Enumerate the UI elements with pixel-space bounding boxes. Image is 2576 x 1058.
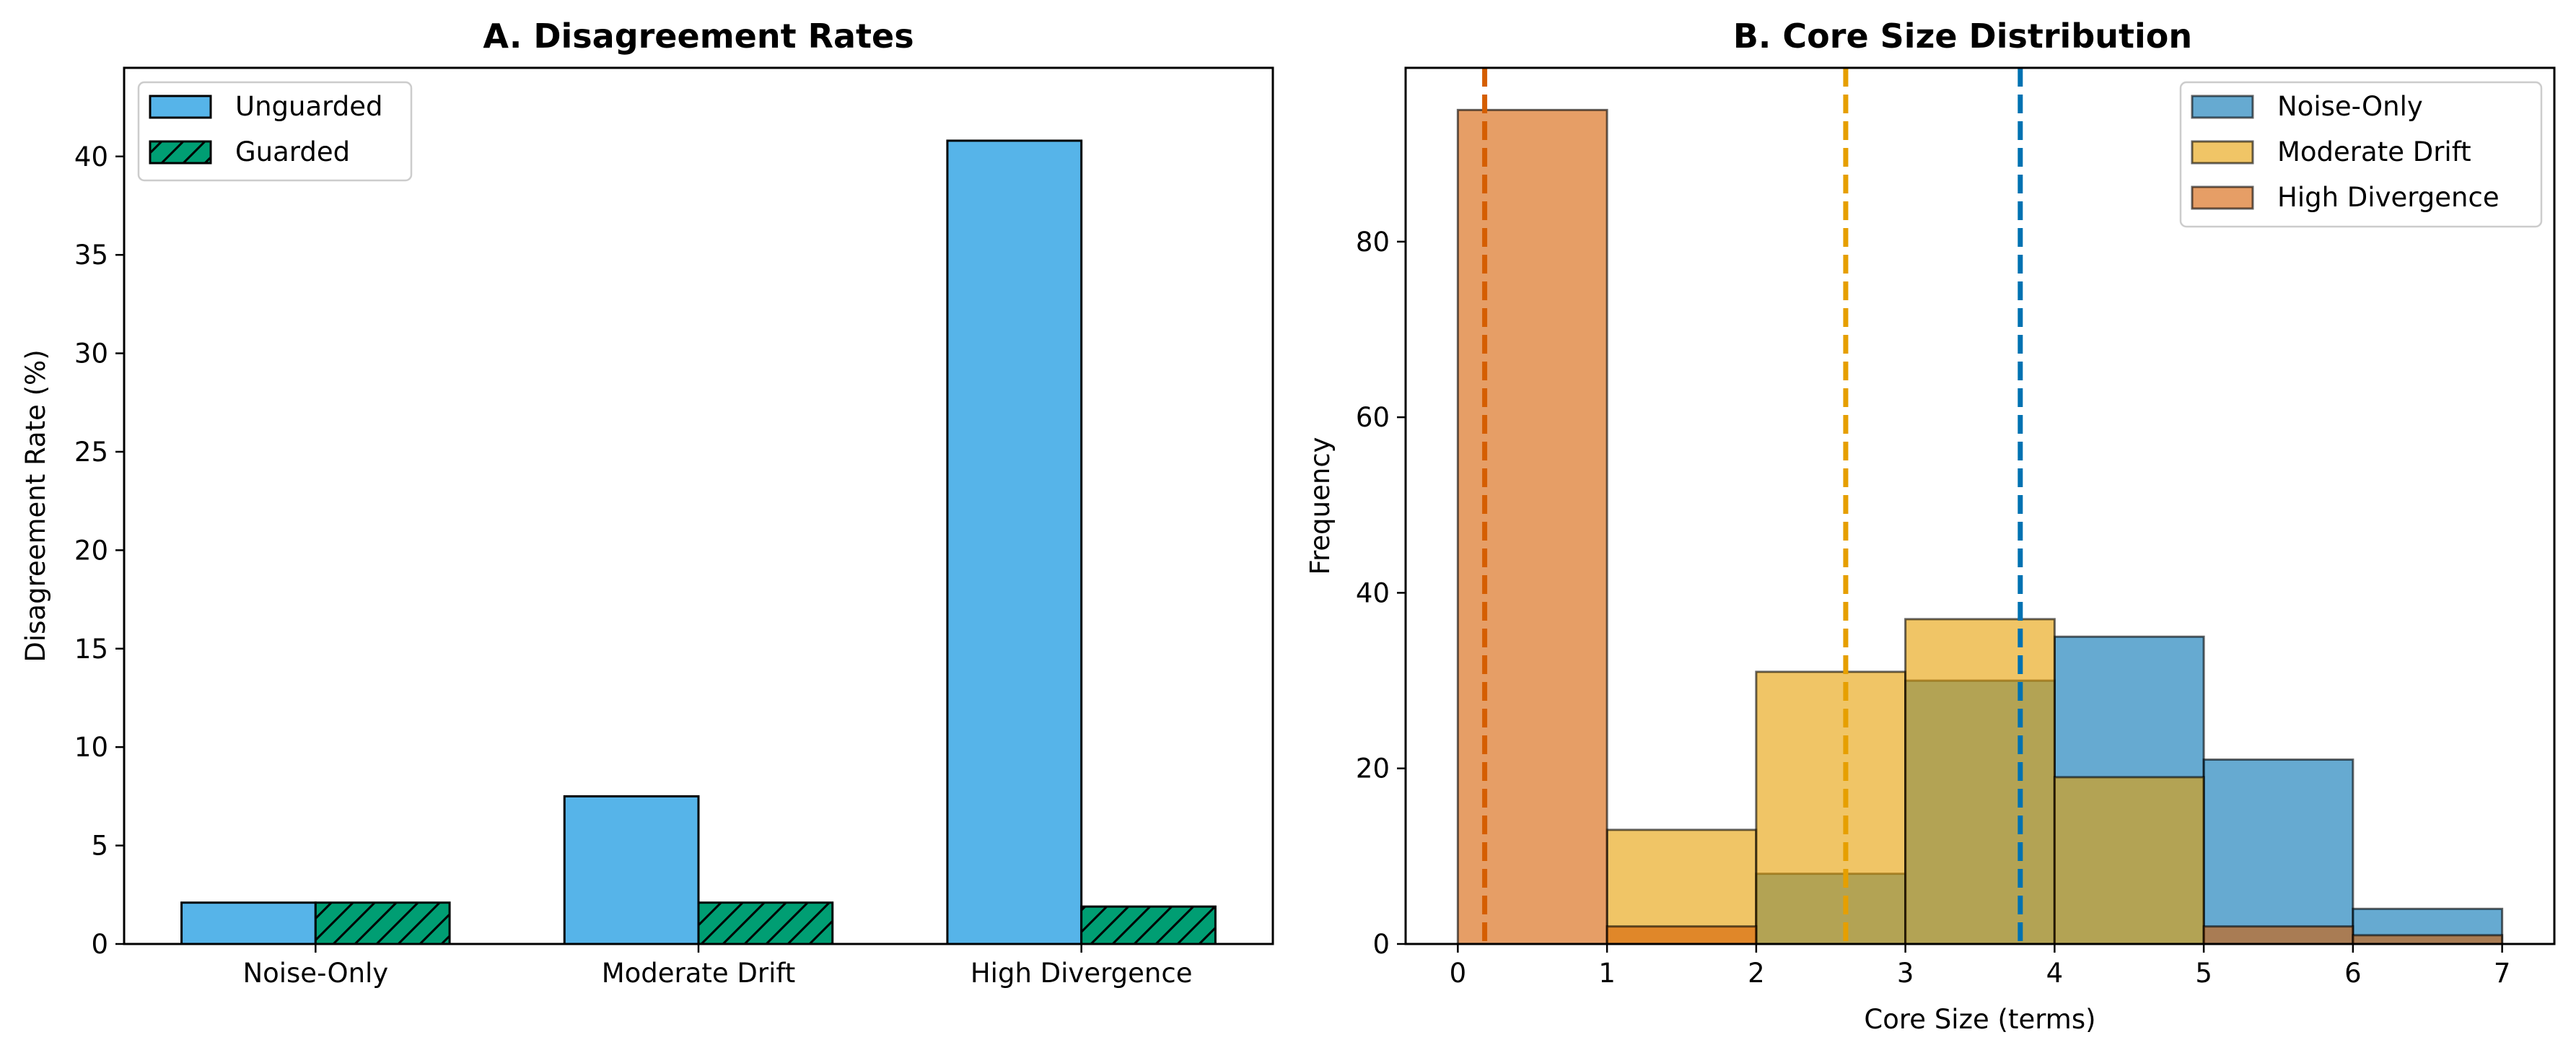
y-tick-label: 30 [74,338,108,370]
legend-swatch-moderate-drift [2191,140,2254,165]
y-tick-label: 20 [74,535,108,566]
bar-guarded-moderate-drift [697,901,834,945]
panel-b: B. Core Size Distribution 0 20 40 60 80 0 1 2 3… [1305,17,2556,1035]
legend-swatch-guarded [149,140,212,165]
hist-bar-moderate-drift-bin-4 [2053,776,2205,945]
panel-b-title: B. Core Size Distribution [1733,17,2192,56]
panel-a-bars [180,139,1217,945]
bar-unguarded-high-divergence [946,139,1083,945]
legend-label-moderate-drift: Moderate Drift [2277,136,2471,167]
y-tick-label: 0 [1372,929,1390,960]
panel-a-axes-frame [123,66,1274,945]
x-tick-label: 0 [1450,958,1467,989]
y-tick-label: 35 [74,240,108,271]
hist-bar-high-divergence-bin-1 [1605,925,1758,945]
panel-b-mean-lines [1482,68,2023,944]
panel-b-y-ticks: 0 20 40 60 80 [1356,227,1406,960]
hist-bar-moderate-drift-bin-3 [1904,618,2056,945]
panel-b-axes-frame [1404,66,2556,945]
panel-b-x-ticks: 0 1 2 3 4 5 6 7 [1450,944,2511,989]
panel-a-legend: Unguarded Guarded [137,81,413,182]
panel-b-bars [1456,108,2504,945]
panel-b-y-axis-label: Frequency [1305,437,1336,574]
y-tick-label: 25 [74,437,108,468]
panel-a-x-ticks: Noise-Only Moderate Drift High Divergence [242,944,1192,989]
x-tick-label: 4 [2046,958,2064,989]
y-tick-label: 20 [1356,753,1390,784]
panel-a-y-ticks: 0 5 10 15 20 25 30 35 40 [74,141,124,960]
panel-b-legend: Noise-Only Moderate Drift High Divergenc… [2179,81,2543,228]
x-tick-label: 6 [2344,958,2362,989]
legend-label-noise-only: Noise-Only [2277,91,2423,122]
y-tick-label: 80 [1356,227,1390,258]
y-tick-label: 15 [74,634,108,665]
legend-label-guarded: Guarded [235,136,350,167]
y-tick-label: 0 [91,929,108,960]
bar-unguarded-noise-only [180,901,317,945]
x-tick-label: Moderate Drift [602,958,796,989]
bar-guarded-high-divergence [1080,905,1217,945]
x-tick-label: 7 [2494,958,2511,989]
bar-guarded-noise-only [314,901,451,945]
x-tick-label: Noise-Only [242,958,388,989]
bar-unguarded-moderate-drift [563,795,700,945]
legend-label-high-divergence: High Divergence [2277,182,2500,213]
y-tick-label: 40 [74,141,108,172]
hist-bar-moderate-drift-bin-2 [1755,670,1907,945]
panel-a-title: A. Disagreement Rates [483,17,914,56]
hist-bar-high-divergence-bin-0 [1456,108,1608,945]
y-tick-label: 5 [91,831,108,862]
hist-bar-high-divergence-bin-6 [2352,934,2504,945]
x-tick-label: 3 [1897,958,1914,989]
hist-bar-high-divergence-bin-5 [2202,925,2354,945]
y-tick-label: 60 [1356,402,1390,433]
x-tick-label: 1 [1598,958,1616,989]
panel-b-legend-box [2179,81,2543,228]
legend-label-unguarded: Unguarded [235,91,382,122]
panel-b-x-axis-label: Core Size (terms) [1864,1004,2095,1035]
x-tick-label: High Divergence [971,958,1193,989]
legend-swatch-unguarded [149,95,212,119]
y-tick-label: 10 [74,732,108,763]
legend-swatch-noise-only [2191,95,2254,119]
x-tick-label: 5 [2195,958,2212,989]
legend-swatch-high-divergence [2191,185,2254,210]
hist-bar-noise-only-bin-5 [2202,758,2354,945]
x-tick-label: 2 [1748,958,1765,989]
panel-a: A. Disagreement Rates 0 5 10 15 20 25 30 35 40 N… [20,17,1274,989]
panel-a-y-axis-label: Disagreement Rate (%) [20,349,51,662]
y-tick-label: 40 [1356,577,1390,608]
